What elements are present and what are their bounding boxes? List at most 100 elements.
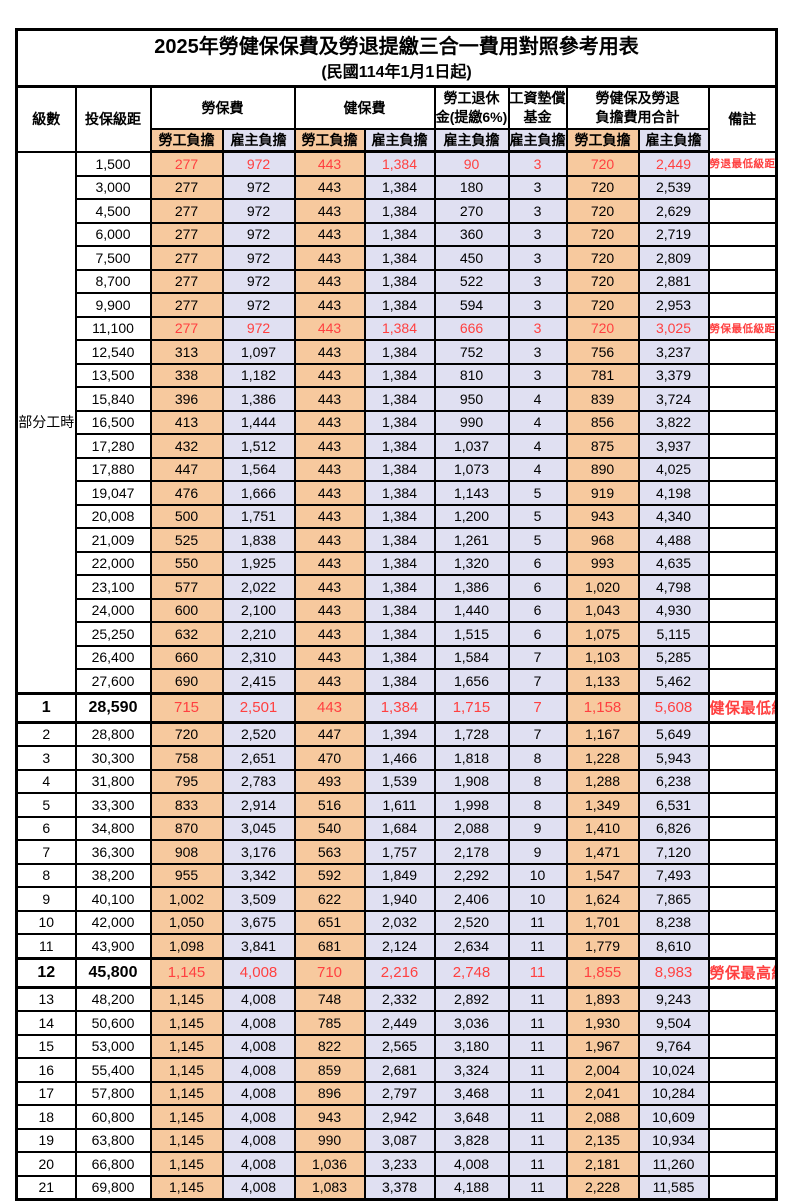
value-cell: 972 (221, 174, 296, 200)
col-header-bracket: 投保級距 (74, 85, 152, 153)
value-cell: 1,261 (433, 527, 510, 553)
value-cell: 1,838 (221, 527, 296, 553)
table-row: 17 57,800 1,145 4,008 896 2,797 3,468 11 2,041 10… (15, 1080, 778, 1106)
value-cell: 10,934 (637, 1127, 710, 1153)
value-cell: 3,087 (363, 1127, 436, 1153)
table-row: 9,900 277 972 443 1,384 594 3 720 2,953 (17, 292, 778, 318)
remark-cell (707, 933, 778, 959)
value-cell: 594 (433, 292, 510, 318)
level-cell: 6 (15, 815, 77, 841)
part-time-cell: 部分工時 (15, 150, 77, 694)
value-cell: 990 (293, 1127, 366, 1153)
value-cell: 1,384 (363, 221, 436, 247)
remark-cell: 勞保最高級距 (707, 956, 778, 989)
value-cell: 4,930 (637, 597, 710, 623)
value-cell: 2,449 (637, 150, 710, 177)
value-cell: 11 (507, 1127, 568, 1153)
remark-cell (707, 245, 778, 271)
table-row: 19 63,800 1,145 4,008 990 3,087 3,828 11 2,135 10… (15, 1127, 778, 1153)
level-cell: 8 (15, 862, 77, 888)
wage-fund-label-line2: 基金 (523, 109, 552, 125)
value-cell: 2,914 (221, 792, 296, 818)
subheader-labor-employee: 勞工負擔 (149, 128, 224, 153)
value-cell: 2,178 (433, 839, 510, 865)
bracket-cell: 33,300 (74, 792, 152, 818)
value-cell: 1,200 (433, 503, 510, 529)
value-cell: 443 (293, 456, 366, 482)
wage-fund-label-line1: 工資墊償 (509, 90, 566, 106)
level-cell: 9 (15, 886, 77, 912)
value-cell: 1,384 (363, 456, 436, 482)
table-row: 23,100 577 2,022 443 1,384 1,386 6 1,020 4,798 (17, 574, 778, 600)
value-cell: 3,180 (433, 1033, 510, 1059)
value-cell: 8,610 (637, 933, 710, 959)
value-cell: 1,386 (221, 386, 296, 412)
value-cell: 396 (149, 386, 224, 412)
level-cell: 1 (15, 691, 77, 724)
value-cell: 1,075 (565, 621, 640, 647)
col-header-remark: 備註 (707, 85, 778, 153)
remark-cell (707, 986, 778, 1012)
value-cell: 577 (149, 574, 224, 600)
value-cell: 2,032 (363, 909, 436, 935)
subheader-wage-fund-employer: 雇主負擔 (507, 128, 568, 153)
value-cell: 2,216 (363, 956, 436, 989)
value-cell: 1,384 (363, 527, 436, 553)
remark-cell (707, 409, 778, 435)
value-cell: 681 (293, 933, 366, 959)
value-cell: 592 (293, 862, 366, 888)
page-title: 2025年勞健保保費及勞退提繳三合一費用對照參考用表 (154, 36, 639, 58)
value-cell: 720 (565, 315, 640, 341)
value-cell: 4,008 (221, 1057, 296, 1083)
value-cell: 2,292 (433, 862, 510, 888)
value-cell: 9 (507, 839, 568, 865)
value-cell: 3,648 (433, 1104, 510, 1130)
remark-cell (707, 362, 778, 388)
value-cell: 1,908 (433, 768, 510, 794)
value-cell: 432 (149, 433, 224, 459)
pension-label-line1: 勞工退休 (443, 90, 500, 106)
value-cell: 6 (507, 597, 568, 623)
value-cell: 3,036 (433, 1010, 510, 1036)
value-cell: 1,143 (433, 480, 510, 506)
remark-cell (707, 745, 778, 771)
value-cell: 6,531 (637, 792, 710, 818)
bracket-cell: 26,400 (74, 644, 152, 670)
value-cell: 10 (507, 862, 568, 888)
value-cell: 7 (507, 721, 568, 747)
value-cell: 859 (293, 1057, 366, 1083)
bracket-cell: 8,700 (74, 268, 152, 294)
col-header-level: 級數 (15, 85, 77, 153)
value-cell: 443 (293, 503, 366, 529)
remark-cell (707, 268, 778, 294)
value-cell: 1,167 (565, 721, 640, 747)
fee-reference-sheet: 2025年勞健保保費及勞退提繳三合一費用對照參考用表 (民國114年1月1日起)… (15, 28, 779, 1201)
value-cell: 1,998 (433, 792, 510, 818)
bracket-cell: 36,300 (74, 839, 152, 865)
remark-cell (707, 1080, 778, 1106)
value-cell: 3,675 (221, 909, 296, 935)
remark-cell (707, 1174, 778, 1201)
bracket-cell: 38,200 (74, 862, 152, 888)
remark-cell: 勞保最低級距 (707, 315, 778, 341)
value-cell: 443 (293, 433, 366, 459)
value-cell: 1,145 (149, 1174, 224, 1201)
value-cell: 2,004 (565, 1057, 640, 1083)
value-cell: 1,547 (565, 862, 640, 888)
value-cell: 7,865 (637, 886, 710, 912)
value-cell: 660 (149, 644, 224, 670)
value-cell: 3 (507, 221, 568, 247)
value-cell: 3 (507, 174, 568, 200)
value-cell: 950 (433, 386, 510, 412)
bracket-cell: 34,800 (74, 815, 152, 841)
table-row: 26,400 660 2,310 443 1,384 1,584 7 1,103 5,285 (17, 644, 778, 670)
value-cell: 720 (565, 221, 640, 247)
bracket-cell: 17,880 (74, 456, 152, 482)
value-cell: 443 (293, 480, 366, 506)
remark-cell (707, 1010, 778, 1036)
value-cell: 443 (293, 292, 366, 318)
value-cell: 1,466 (363, 745, 436, 771)
value-cell: 1,384 (363, 574, 436, 600)
remark-cell (707, 815, 778, 841)
value-cell: 180 (433, 174, 510, 200)
